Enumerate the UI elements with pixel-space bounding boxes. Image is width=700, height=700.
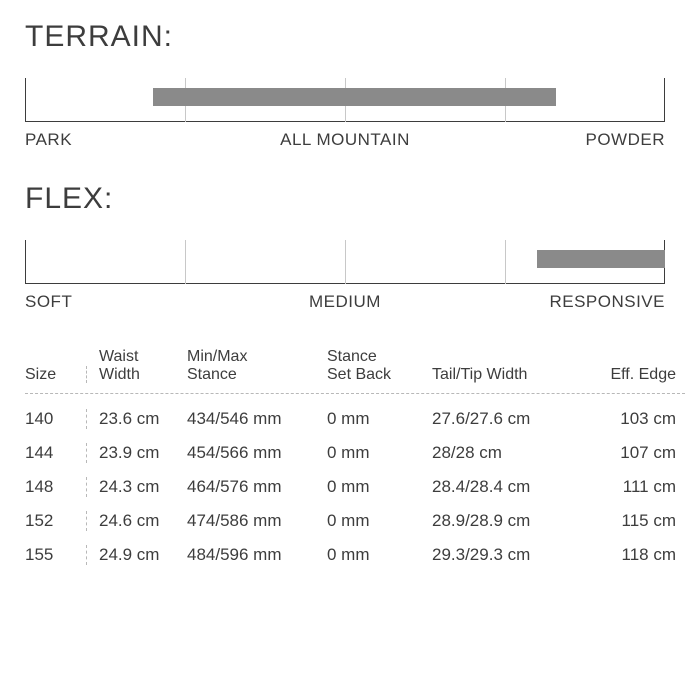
- cell-setback: 0 mm: [327, 443, 432, 463]
- cell-size: 152: [25, 511, 87, 531]
- cell-tail: 27.6/27.6 cm: [432, 409, 592, 429]
- flex-tick: [505, 240, 506, 284]
- flex-tick: [185, 240, 186, 284]
- terrain-title: TERRAIN:: [25, 20, 675, 54]
- cell-waist: 24.6 cm: [87, 511, 187, 531]
- cell-waist: 23.9 cm: [87, 443, 187, 463]
- cell-edge: 103 cm: [592, 409, 682, 429]
- terrain-labels: PARK ALL MOUNTAIN POWDER: [25, 128, 665, 150]
- flex-tick: [345, 240, 346, 284]
- cell-edge: 107 cm: [592, 443, 682, 463]
- table-row: 14824.3 cm464/576 mm0 mm28.4/28.4 cm111 …: [25, 470, 685, 504]
- cell-waist: 24.9 cm: [87, 545, 187, 565]
- cell-stance: 434/546 mm: [187, 409, 327, 429]
- flex-title: FLEX:: [25, 182, 675, 216]
- cell-edge: 111 cm: [592, 477, 682, 497]
- flex-scale: [25, 240, 665, 284]
- flex-label-right: RESPONSIVE: [549, 292, 665, 312]
- table-row: 15224.6 cm474/586 mm0 mm28.9/28.9 cm115 …: [25, 504, 685, 538]
- flex-label-center: MEDIUM: [309, 292, 381, 312]
- flex-labels: SOFT MEDIUM RESPONSIVE: [25, 290, 665, 312]
- cell-tail: 28/28 cm: [432, 443, 592, 463]
- col-header-edge: Eff. Edge: [592, 366, 682, 384]
- flex-label-left: SOFT: [25, 292, 72, 312]
- cell-tail: 29.3/29.3 cm: [432, 545, 592, 565]
- cell-tail: 28.9/28.9 cm: [432, 511, 592, 531]
- cell-tail: 28.4/28.4 cm: [432, 477, 592, 497]
- cell-waist: 24.3 cm: [87, 477, 187, 497]
- table-row: 14023.6 cm434/546 mm0 mm27.6/27.6 cm103 …: [25, 402, 685, 436]
- col-header-tail: Tail/Tip Width: [432, 366, 592, 384]
- table-row: 15524.9 cm484/596 mm0 mm29.3/29.3 cm118 …: [25, 538, 685, 572]
- cell-setback: 0 mm: [327, 545, 432, 565]
- cell-edge: 115 cm: [592, 511, 682, 531]
- cell-setback: 0 mm: [327, 477, 432, 497]
- col-header-stance: Min/MaxStance: [187, 348, 327, 383]
- cell-stance: 464/576 mm: [187, 477, 327, 497]
- col-header-setback: StanceSet Back: [327, 348, 432, 383]
- cell-stance: 454/566 mm: [187, 443, 327, 463]
- col-header-size: Size: [25, 366, 87, 384]
- cell-setback: 0 mm: [327, 409, 432, 429]
- cell-size: 148: [25, 477, 87, 497]
- terrain-scale: [25, 78, 665, 122]
- cell-setback: 0 mm: [327, 511, 432, 531]
- cell-size: 144: [25, 443, 87, 463]
- cell-waist: 23.6 cm: [87, 409, 187, 429]
- terrain-bar: [153, 88, 556, 106]
- cell-size: 155: [25, 545, 87, 565]
- spec-table: Size WaistWidth Min/MaxStance StanceSet …: [25, 348, 685, 572]
- cell-stance: 474/586 mm: [187, 511, 327, 531]
- cell-edge: 118 cm: [592, 545, 682, 565]
- terrain-label-center: ALL MOUNTAIN: [280, 130, 410, 150]
- flex-bar: [537, 250, 665, 268]
- terrain-label-left: PARK: [25, 130, 72, 150]
- cell-stance: 484/596 mm: [187, 545, 327, 565]
- cell-size: 140: [25, 409, 87, 429]
- spec-table-header: Size WaistWidth Min/MaxStance StanceSet …: [25, 348, 685, 394]
- terrain-label-right: POWDER: [586, 130, 666, 150]
- table-row: 14423.9 cm454/566 mm0 mm28/28 cm107 cm: [25, 436, 685, 470]
- col-header-waist: WaistWidth: [87, 348, 187, 383]
